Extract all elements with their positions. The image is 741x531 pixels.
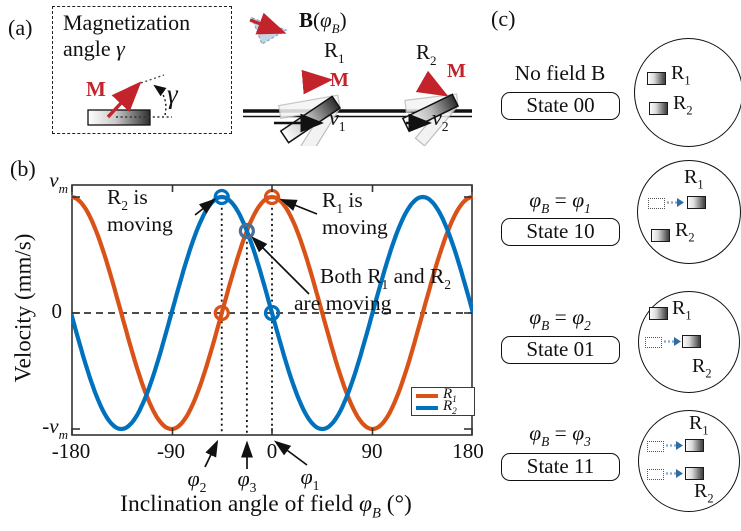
robot1-square: [685, 439, 704, 452]
y-axis-label: Velocity (mm/s): [10, 233, 36, 383]
motion-arrow-icon: [664, 337, 681, 346]
robot1-square-dotted: [648, 198, 665, 209]
robot2-body: [401, 93, 460, 146]
panel-a-box: [52, 6, 232, 134]
x-axis-title: Inclination angle of field φB (°): [120, 490, 412, 522]
v1-label: v1: [329, 105, 346, 135]
annotation-r2-moving: R2 is moving: [107, 185, 173, 237]
m2-vector-arrow: [415, 70, 449, 97]
robot1-square: [687, 196, 706, 209]
legend: R1 R2: [411, 386, 475, 418]
panel-c-tag: (c): [491, 6, 516, 31]
robot2-label: R2: [673, 92, 693, 118]
robot1-label: R1: [671, 62, 691, 88]
x-tick-neg180: -180: [51, 439, 91, 463]
curve-r2: [71, 194, 473, 432]
m1-vector-arrow: [301, 69, 334, 95]
panel-a-tag: (a): [8, 15, 33, 40]
robot2-label: R2: [694, 480, 714, 506]
robot1-label: R1: [324, 38, 345, 66]
axis-ticks: [71, 185, 473, 435]
state11-circle: R1 R2: [638, 410, 740, 512]
robot2-label: R2: [692, 355, 712, 381]
v2-label: v2: [432, 105, 449, 135]
robot1-square: [649, 307, 668, 320]
robot2-square: [682, 335, 701, 348]
robot2-square-dotted: [645, 337, 662, 348]
state10-badge: State 10: [501, 218, 620, 246]
magnetization-angle-diagram: [87, 74, 172, 126]
state11-badge: State 11: [501, 453, 620, 481]
robot1-square: [647, 72, 666, 85]
panel-a-title-line1: Magnetization: [63, 10, 191, 35]
state10-condition: φB = φ1: [529, 188, 591, 216]
x-tick-180: 180: [452, 439, 484, 463]
state-markers: [213, 188, 281, 322]
legend-label-r2: R2: [443, 398, 457, 418]
b-field-label: B(φB): [299, 8, 347, 36]
motion-arrow-icon: [667, 198, 684, 207]
robot2-square: [649, 102, 668, 115]
velocity-plot: [71, 184, 473, 469]
robots-diagram: [243, 12, 472, 146]
curve-r1: [71, 194, 473, 432]
annotation-arrows: [194, 198, 318, 469]
x-tick-90: 90: [361, 439, 383, 463]
legend-label-r1: R1: [443, 386, 457, 406]
phi3-label: φ3: [237, 466, 257, 496]
state10-circle: R1 R2: [637, 160, 741, 264]
state00-circle: R1 R2: [634, 38, 741, 147]
panel-a-title-line2: angle γ: [63, 36, 125, 61]
state11-condition: φB = φ3: [529, 421, 591, 449]
state00-badge: State 00: [501, 92, 620, 120]
robot1-label: R1: [689, 412, 709, 438]
y-tick-zero: 0: [51, 299, 63, 323]
state01-condition: φB = φ2: [529, 305, 591, 333]
robot2-square-dotted: [647, 469, 664, 480]
motion-arrow-icon: [666, 441, 683, 450]
annotation-both-moving: Both R1 and R2 are moving: [294, 264, 452, 316]
x-tick-neg90: -90: [157, 439, 185, 463]
robot1-label: R1: [684, 166, 704, 192]
m2-vector-label: M: [447, 60, 466, 82]
b-field-arrow: [249, 12, 287, 35]
annotation-r1-moving: R1 is moving: [322, 188, 388, 240]
y-tick-vm: vm: [49, 168, 68, 196]
panel-b-tag: (b): [10, 156, 36, 181]
gamma-angle-arc: [153, 84, 167, 116]
robot2-label: R2: [675, 219, 695, 245]
x-tick-0: 0: [266, 439, 278, 463]
y-tick-neg-vm: -vm: [42, 414, 68, 442]
legend-swatch-r1: [416, 394, 438, 398]
robot1-label: R1: [672, 297, 692, 323]
state01-circle: R1 R2: [638, 291, 740, 393]
gamma-label: γ: [167, 79, 178, 109]
phi1-label: φ1: [300, 464, 320, 494]
legend-swatch-r2: [416, 406, 438, 410]
phi2-label: φ2: [187, 466, 207, 496]
robot1-square-dotted: [647, 441, 664, 452]
state00-condition: No field B: [514, 61, 606, 85]
legend-entry-r1: R1: [416, 386, 470, 406]
m-vector-arrow: [106, 81, 142, 119]
robot2-square: [651, 229, 670, 242]
robot2-square: [685, 467, 704, 480]
legend-entry-r2: R2: [416, 398, 470, 418]
robot2-label: R2: [416, 40, 437, 68]
m1-vector-label: M: [330, 69, 349, 91]
motion-arrow-icon: [666, 469, 683, 478]
state01-badge: State 01: [501, 336, 620, 364]
m-vector-label: M: [86, 77, 106, 101]
